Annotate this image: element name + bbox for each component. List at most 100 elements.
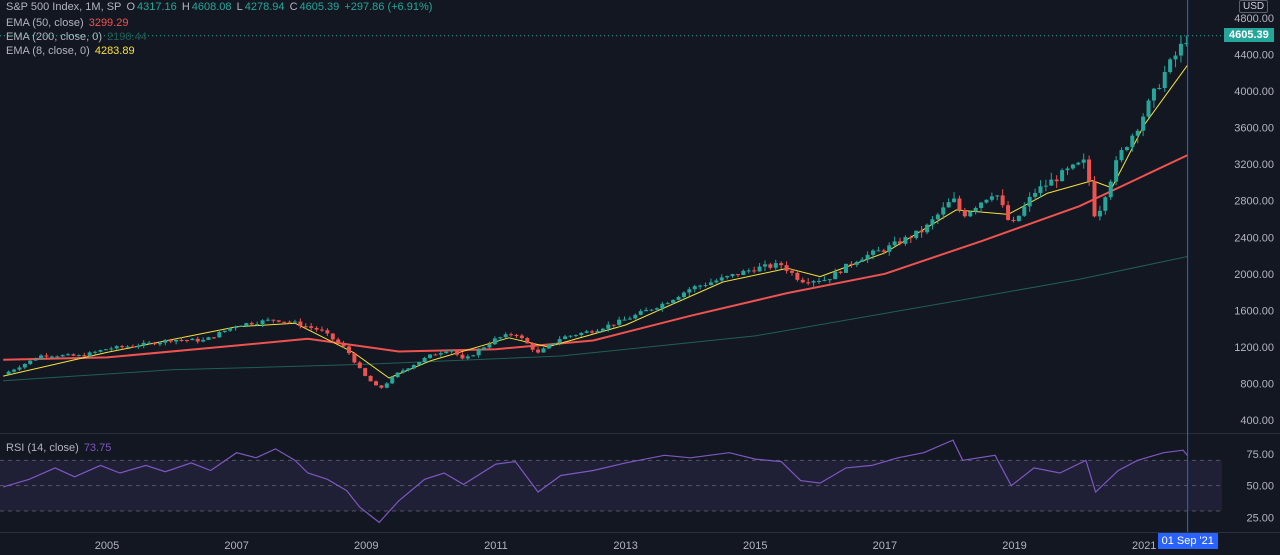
candle-body <box>1184 43 1189 45</box>
candle-body <box>271 319 276 321</box>
candle-body <box>233 326 238 329</box>
candle-body <box>525 338 530 344</box>
candle-body <box>541 348 546 353</box>
ema50-line <box>3 154 1189 361</box>
candle-body <box>1141 116 1146 131</box>
candle-body <box>17 367 22 370</box>
candle-body <box>282 321 287 323</box>
candle-body <box>708 282 713 286</box>
candle-body <box>714 280 719 283</box>
crosshair-date-badge: 01 Sep '21 <box>1157 533 1218 549</box>
candle-body <box>606 324 611 329</box>
candle-body <box>28 360 33 364</box>
candle-body <box>1168 59 1173 73</box>
candle-body <box>773 263 778 268</box>
candle-body <box>568 335 573 337</box>
candle-body <box>255 324 260 326</box>
candle-body <box>984 199 989 203</box>
candle-body <box>692 286 697 290</box>
candle-body <box>784 265 789 271</box>
candle-body <box>363 368 368 376</box>
candle-body <box>368 375 373 382</box>
ema200-legend[interactable]: EMA (200, close, 0) 2190.44 <box>6 30 149 44</box>
candle-body <box>654 308 659 310</box>
candle-body <box>109 348 114 350</box>
candle-body <box>82 355 87 357</box>
candle-body <box>222 330 227 333</box>
candle-body <box>989 196 994 200</box>
ema8-legend[interactable]: EMA (8, close, 0) 4283.89 <box>6 44 137 58</box>
high-value: 4608.08 <box>191 1 232 13</box>
ema50-legend[interactable]: EMA (50, close) 3299.29 <box>6 16 130 30</box>
candle-body <box>1054 179 1059 182</box>
candle-body <box>152 342 157 345</box>
candle-body <box>1049 179 1054 186</box>
y-tick-label: 3600.00 <box>1234 123 1274 135</box>
candle-body <box>98 350 103 352</box>
candle-body <box>665 303 670 305</box>
candle-body <box>341 343 346 347</box>
candle-body <box>114 346 119 349</box>
candle-body <box>514 335 519 337</box>
candle-body <box>898 241 903 244</box>
candle-body <box>309 326 314 328</box>
currency-button[interactable]: USD <box>1239 0 1269 13</box>
x-tick-label: 2013 <box>613 540 637 552</box>
candle-body <box>627 318 632 320</box>
candle-body <box>482 347 487 350</box>
candle-body <box>76 355 81 357</box>
y-tick-label: 4400.00 <box>1234 50 1274 62</box>
candle-body <box>141 342 146 346</box>
candle-body <box>681 292 686 298</box>
candle-body <box>1114 160 1119 182</box>
candle-body <box>876 250 881 252</box>
candle-body <box>1000 195 1005 206</box>
candle-body <box>822 279 827 281</box>
candle-body <box>703 285 708 287</box>
x-tick-label: 2019 <box>1002 540 1026 552</box>
candle-body <box>238 325 243 327</box>
rsi-line <box>3 439 1189 524</box>
rsi-legend[interactable]: RSI (14, close) 73.75 <box>6 441 113 455</box>
candle-body <box>962 210 967 217</box>
candle-body <box>1033 192 1038 197</box>
candle-body <box>1022 206 1027 216</box>
candle-body <box>1060 170 1065 182</box>
rsi-value: 73.75 <box>83 442 112 454</box>
candle-body <box>487 344 492 348</box>
crosshair <box>0 0 1222 532</box>
candle-body <box>854 261 859 265</box>
candle-body <box>201 339 206 342</box>
candle-body <box>816 280 821 282</box>
axes: 400.00 800.00 1200.00 1600.00 2000.00 2400.00… <box>95 13 1274 552</box>
candle-body <box>125 346 130 348</box>
candle-body <box>827 279 832 281</box>
candle-body <box>509 334 514 336</box>
candle-body <box>476 349 481 356</box>
candle-body <box>746 270 751 272</box>
candle-body <box>871 250 876 255</box>
y-tick-label: 800.00 <box>1240 378 1274 390</box>
ema8-value: 4283.89 <box>94 45 135 57</box>
candle-body <box>930 219 935 225</box>
candle-body <box>660 303 665 309</box>
candle-body <box>136 345 141 347</box>
candle-body <box>584 331 589 333</box>
ema200-value: 2190.44 <box>107 31 147 43</box>
candle-body <box>617 319 622 325</box>
candle-body <box>211 337 216 339</box>
candle-body <box>1162 72 1167 89</box>
candle-body <box>190 338 195 341</box>
candle-body <box>687 289 692 293</box>
candle-body <box>1146 100 1151 117</box>
candle-body <box>530 343 535 350</box>
candle-body <box>903 237 908 244</box>
candle-body <box>1157 88 1162 90</box>
candlestick-series <box>6 35 1189 389</box>
candle-body <box>455 350 460 355</box>
candle-body <box>860 259 865 262</box>
candle-body <box>925 224 930 233</box>
candle-body <box>779 263 784 266</box>
candle-body <box>303 326 308 328</box>
